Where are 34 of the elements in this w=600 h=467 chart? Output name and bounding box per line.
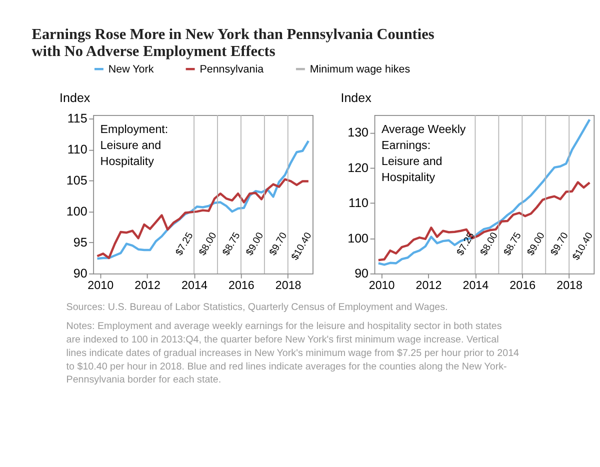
y-tick-label: 120 bbox=[348, 160, 369, 175]
x-tick-label: 2016 bbox=[510, 279, 536, 292]
source-note: Sources: U.S. Bureau of Labor Statistics, Quarterly Census of Employment and Wages. bbox=[66, 302, 448, 314]
legend-label: Pennsylvania bbox=[200, 64, 264, 76]
text: Notes: Employment and average weekly earnings for the leisure and hospitality sector in both states are indexed to 100 in 2013:Q4, the quarter before New York's first minimum wage increase. Vertical lines indicate dates of gradual increases in New York's minimum wage from $7.25 per hour prior to 2014 to $10.40 per hour in 2018. Blue and red lines indicate averages for the counties along the New York-Pennsylvania border for each state. bbox=[66, 321, 520, 386]
y-tick-label: 90 bbox=[73, 266, 88, 281]
x-tick-label: 2018 bbox=[556, 279, 582, 292]
x-tick-label: 2012 bbox=[416, 279, 442, 292]
text: Average Weekly Earnings: Leisure and Hospitality bbox=[381, 122, 466, 184]
x-tick-label: 2014 bbox=[182, 279, 208, 292]
y-tick-label: 90 bbox=[354, 266, 369, 281]
x-tick-label: 2014 bbox=[462, 279, 490, 292]
x-tick-label: 2012 bbox=[134, 279, 160, 292]
x-tick-label: 2010 bbox=[368, 279, 396, 292]
y-tick-label: 130 bbox=[348, 126, 369, 140]
y-tick-label: 110 bbox=[67, 142, 88, 157]
y-tick-label: 95 bbox=[73, 236, 88, 250]
y-tick-label: 100 bbox=[66, 204, 88, 219]
y-axis-title: Index bbox=[60, 90, 91, 105]
y-tick-label: 110 bbox=[348, 196, 369, 210]
line-series bbox=[96, 140, 310, 260]
y-tick-label: 105 bbox=[66, 174, 88, 188]
legend-label: Minimum wage hikes bbox=[310, 64, 410, 76]
line-series bbox=[377, 118, 591, 266]
text: Employment: Leisure and Hospitality bbox=[100, 122, 168, 168]
chart-title: Earnings Rose More in New York than Pennsylvania Counties with No Adverse Employment Effects bbox=[32, 26, 434, 60]
line-series bbox=[96, 178, 310, 260]
y-tick-label: 100 bbox=[348, 231, 369, 246]
x-tick-label: 2010 bbox=[88, 279, 114, 292]
x-tick-label: 2018 bbox=[275, 279, 302, 292]
y-tick-label: 115 bbox=[67, 112, 88, 126]
x-tick-label: 2016 bbox=[228, 279, 254, 292]
y-axis-title: Index bbox=[340, 90, 372, 105]
legend-label: New York bbox=[108, 64, 154, 76]
